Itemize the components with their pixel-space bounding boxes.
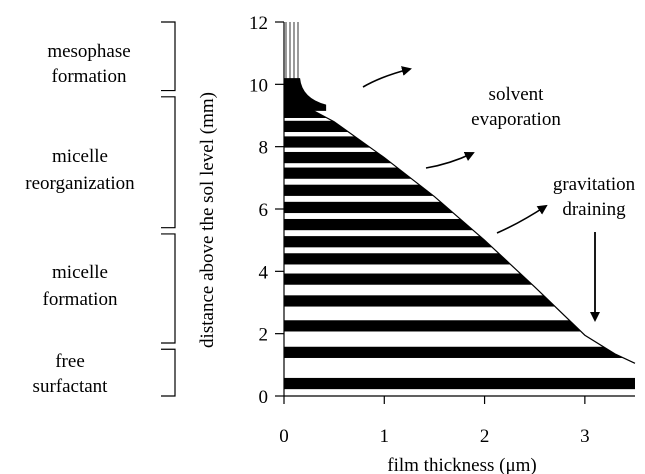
film-stripe xyxy=(284,236,635,248)
x-tick-label: 2 xyxy=(480,426,490,447)
evaporation-arrow-2 xyxy=(425,151,475,169)
y-axis-label: distance above the sol level (mm) xyxy=(197,92,218,348)
film-profile-line xyxy=(298,102,636,364)
film-stripe xyxy=(284,136,635,148)
y-ticks: 0 2 4 6 8 10 12 xyxy=(249,13,284,408)
substrate-lines xyxy=(285,22,299,80)
annotation-draining: draining xyxy=(562,199,626,220)
stage-label-reorg-1: micelle xyxy=(52,146,108,167)
stage-bracket-free xyxy=(161,348,176,397)
meniscus-region xyxy=(284,78,327,111)
annotation-evaporation: evaporation xyxy=(471,109,561,130)
x-tick-label: 1 xyxy=(380,426,390,447)
y-tick-label: 12 xyxy=(249,13,268,34)
stage-bracket-reorganization xyxy=(161,96,176,229)
film-stripe xyxy=(284,151,635,164)
x-tick-label: 0 xyxy=(279,426,289,447)
y-tick-label: 6 xyxy=(259,200,269,221)
stage-label-mesophase-1: mesophase xyxy=(47,41,130,62)
film-stripe xyxy=(284,106,635,118)
y-tick-label: 8 xyxy=(259,138,269,159)
stage-brackets xyxy=(161,21,176,397)
stage-label-free-1: free xyxy=(55,351,85,372)
x-ticks: 0 1 2 3 xyxy=(279,396,590,447)
stage-bracket-mesophase xyxy=(161,21,176,92)
film-stripe xyxy=(284,218,635,231)
stage-label-mesophase-2: formation xyxy=(52,66,127,87)
film-stripes xyxy=(284,106,635,390)
film-stripe xyxy=(284,377,635,390)
x-axis-label: film thickness (μm) xyxy=(387,455,537,474)
stage-bracket-formation xyxy=(161,233,176,344)
annotation-gravitation: gravitation xyxy=(553,174,636,195)
film-stripe xyxy=(284,120,635,133)
evaporation-arrow-3 xyxy=(496,204,548,234)
film-stripe xyxy=(284,253,635,265)
y-tick-label: 0 xyxy=(259,387,269,408)
evaporation-arrow-1 xyxy=(362,66,412,88)
stage-label-free-2: surfactant xyxy=(33,376,109,397)
film-stripe xyxy=(284,346,635,358)
stage-label-formation-1: micelle xyxy=(52,262,108,283)
process-arrows xyxy=(362,66,600,322)
y-tick-label: 10 xyxy=(249,75,268,96)
stage-label-reorg-2: reorganization xyxy=(25,173,135,194)
y-tick-label: 4 xyxy=(259,262,269,283)
y-tick-label: 2 xyxy=(259,325,269,346)
annotation-solvent: solvent xyxy=(489,84,545,105)
film-stripe xyxy=(284,320,635,332)
x-tick-label: 3 xyxy=(580,426,590,447)
film-stripe xyxy=(284,295,635,307)
film-stripe xyxy=(284,273,635,285)
stage-label-formation-2: formation xyxy=(43,289,118,310)
stage-labels: mesophase formation micelle reorganizati… xyxy=(25,41,135,397)
